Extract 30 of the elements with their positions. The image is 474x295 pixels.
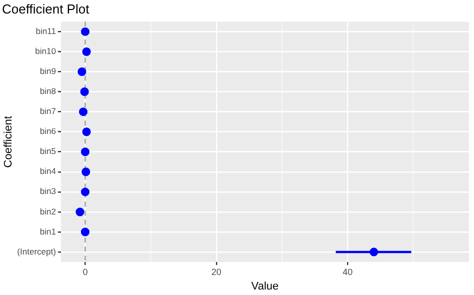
chart-title: Coefficient Plot	[2, 1, 90, 16]
point	[80, 228, 90, 236]
point	[370, 248, 378, 256]
y-tick-label: bin6	[40, 126, 56, 136]
y-axis-title: Coefficient	[2, 116, 15, 168]
point	[82, 127, 91, 136]
y-tick-label: bin1	[40, 226, 56, 236]
y-tick-label: bin7	[40, 106, 56, 116]
y-tick-label: bin5	[40, 146, 56, 156]
y-tick-label: bin8	[40, 86, 56, 96]
y-tick-label: bin4	[40, 166, 56, 176]
x-tick-label: 0	[82, 266, 88, 277]
x-tick-label: 40	[342, 266, 353, 277]
point	[78, 107, 88, 116]
y-tick-label: bin2	[40, 206, 56, 216]
y-tick-label: bin9	[40, 66, 56, 76]
y-tick-label: bin10	[35, 46, 56, 56]
point	[82, 168, 90, 176]
y-tick-label: bin11	[36, 26, 56, 36]
x-tick-label: 20	[211, 266, 222, 277]
point	[82, 47, 91, 56]
point	[80, 87, 89, 96]
point	[80, 188, 90, 196]
point	[80, 27, 90, 36]
point	[78, 67, 86, 76]
point	[80, 148, 90, 156]
y-tick-label: bin3	[40, 186, 56, 196]
y-tick-label: (Intercept)	[17, 246, 56, 256]
point	[76, 208, 84, 216]
x-axis-title: Value	[251, 280, 279, 292]
